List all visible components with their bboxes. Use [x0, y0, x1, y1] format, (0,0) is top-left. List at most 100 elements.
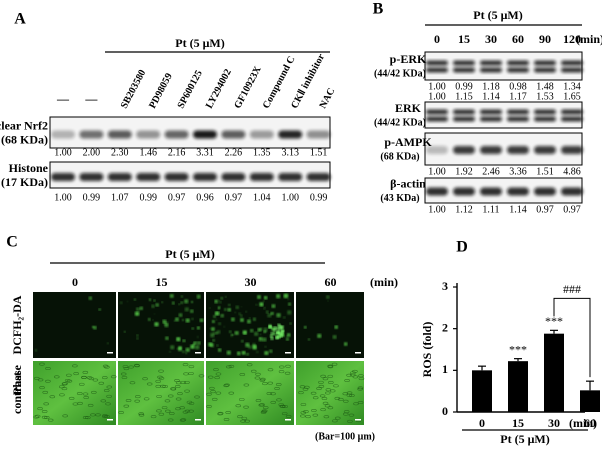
cell-signal: [343, 342, 348, 346]
cell-signal: [169, 350, 171, 353]
cell: [206, 404, 212, 408]
cell-signal: [234, 331, 239, 336]
quant-value: 1.07: [111, 192, 129, 203]
cell: [349, 394, 355, 398]
cell-signal: [177, 347, 182, 352]
band: [453, 116, 475, 122]
cell-signal: [226, 350, 231, 355]
cell-signal: [240, 318, 244, 322]
cell: [316, 386, 322, 390]
cell: [123, 367, 130, 371]
cell: [241, 416, 248, 420]
cell-signal: [210, 343, 215, 348]
time-label: 30: [245, 275, 257, 289]
cell: [98, 381, 105, 385]
band: [426, 146, 448, 154]
cell: [302, 387, 309, 391]
band: [426, 187, 448, 196]
cell-signal: [234, 311, 237, 314]
blot: [424, 51, 583, 81]
cell: [334, 396, 341, 400]
cell-signal: [224, 296, 227, 298]
band: [164, 173, 189, 181]
time-label: 0: [434, 32, 440, 46]
cell: [92, 378, 99, 382]
cell-signal: [190, 300, 194, 304]
cell-signal: [262, 337, 267, 342]
quant-value: 1.15: [455, 91, 473, 102]
quant-value: 1.11: [482, 204, 499, 215]
annotation: ***: [545, 314, 563, 328]
cell-signal: [173, 320, 176, 322]
cell-signal: [332, 335, 337, 339]
band: [480, 187, 502, 196]
bracket: [553, 297, 591, 378]
lane-label: —: [56, 92, 70, 106]
cell: [358, 374, 364, 378]
bar: [580, 390, 600, 412]
cell: [184, 389, 190, 393]
cell-signal: [224, 308, 227, 311]
x-axis-label: Pt (5 μM): [500, 432, 549, 446]
cell-signal: [262, 300, 265, 303]
cell: [228, 391, 235, 395]
cell-signal: [169, 294, 174, 298]
quant-value: 1.35: [253, 147, 271, 158]
cell: [169, 411, 175, 415]
cell-signal: [326, 295, 330, 299]
cell: [276, 398, 282, 402]
cell-signal: [210, 332, 215, 338]
cell-signal: [185, 352, 188, 355]
quant-value: 3.31: [196, 147, 214, 158]
cell: [158, 412, 165, 416]
row-label: contrast: [10, 372, 24, 414]
cell: [206, 392, 212, 396]
cell-signal: [209, 327, 211, 330]
cell-signal: [214, 311, 218, 315]
cell: [217, 411, 224, 415]
cell: [34, 414, 41, 418]
cell: [129, 381, 136, 385]
cell-signal: [180, 301, 183, 304]
band: [453, 67, 475, 73]
band: [534, 67, 556, 73]
cell-signal: [283, 294, 288, 299]
x-tick-label: 15: [512, 416, 524, 430]
x-tick-label: 60: [584, 416, 596, 430]
cell: [87, 403, 94, 407]
cell-signal: [245, 310, 247, 313]
band: [507, 60, 529, 66]
quant-value: 1.51: [310, 147, 328, 158]
cell: [238, 397, 245, 401]
cell: [324, 391, 331, 395]
cell: [62, 414, 68, 418]
cell-signal: [88, 296, 93, 300]
blot: [424, 177, 583, 204]
fluorescence-image: [33, 292, 116, 358]
cell: [135, 395, 141, 399]
cell: [128, 365, 134, 369]
cell: [72, 364, 78, 368]
cell-signal: [276, 327, 280, 331]
cell: [73, 372, 79, 376]
cell: [182, 410, 189, 414]
cell: [175, 407, 181, 411]
cell: [358, 377, 365, 381]
cell: [320, 408, 326, 412]
cell-signal: [240, 306, 243, 308]
quant-value: 0.99: [310, 192, 328, 203]
cell-signal: [286, 333, 291, 337]
band: [534, 187, 556, 196]
cell: [352, 369, 358, 373]
cell-signal: [134, 311, 140, 316]
cell: [215, 391, 222, 395]
cell-signal: [170, 345, 175, 350]
cell-signal: [247, 319, 251, 324]
lane-label: SB203580: [119, 68, 149, 110]
cell: [267, 381, 274, 385]
cell: [322, 377, 329, 381]
cell: [282, 404, 288, 408]
cell: [225, 365, 232, 369]
time-label: 15: [458, 32, 470, 46]
cell: [37, 407, 43, 411]
